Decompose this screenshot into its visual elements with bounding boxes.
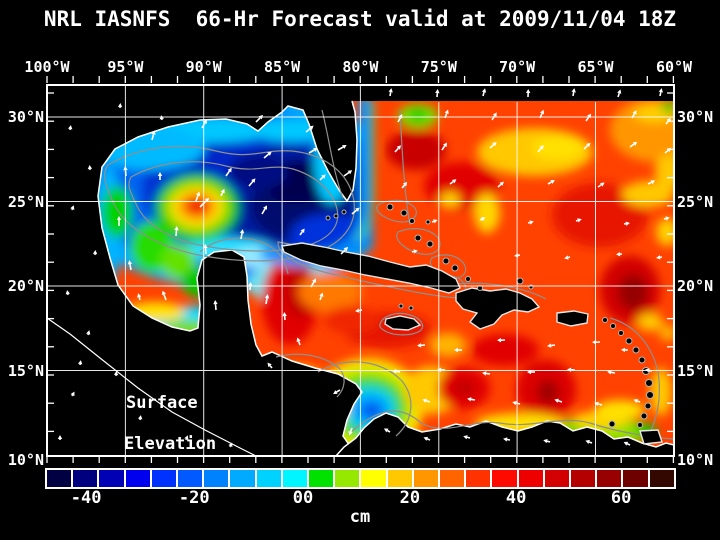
colorbar-segment: [99, 470, 124, 487]
colorbar-segment: [125, 470, 150, 487]
colorbar-segment: [518, 470, 543, 487]
colorbar-segment: [282, 470, 308, 487]
colorbar-segment: [492, 470, 517, 487]
colorbar-segment: [151, 470, 177, 487]
colorbar-segment: [387, 470, 412, 487]
colorbar-segment: [649, 470, 674, 487]
lat-label-right: 10°N: [677, 451, 714, 469]
lat-label-right: 15°N: [677, 361, 714, 380]
lon-label: 75°W: [420, 58, 457, 76]
colorbar-segment: [544, 470, 570, 487]
colorbar-tick-label: -20: [178, 488, 210, 508]
lat-label-right: 20°N: [677, 277, 714, 295]
colorbar-segment: [623, 470, 648, 487]
lat-label-left: 10°N: [7, 451, 44, 469]
colorbar-segment: [73, 470, 98, 487]
lat-label-left: 20°N: [7, 277, 44, 295]
annotation-surface: Surface: [126, 393, 198, 413]
colorbar-segment: [361, 470, 386, 487]
colorbar-segment: [413, 470, 439, 487]
colorbar-segment: [335, 470, 360, 487]
colorbar-tick-label: 00: [292, 488, 314, 508]
lon-label: 60°W: [655, 58, 693, 76]
lon-label: 85°W: [264, 58, 301, 76]
lon-label: 70°W: [499, 58, 536, 76]
islands-layer: [281, 203, 663, 445]
land-layer: [47, 100, 674, 456]
colorbar-segment: [230, 470, 255, 487]
colorbar-tick-label: 40: [505, 488, 527, 508]
lon-label: 90°W: [185, 58, 222, 76]
colorbar-segment: [309, 470, 334, 487]
lon-label: 95°W: [107, 58, 144, 76]
colorbar-segment: [256, 470, 281, 487]
axis-ticks: [46, 76, 675, 463]
colorbar-unit: cm: [349, 507, 371, 527]
annotation-elevation: Elevation: [124, 434, 217, 454]
colorbar-segment: [466, 470, 491, 487]
colorbar: [45, 468, 676, 489]
colorbar-segment: [571, 470, 596, 487]
colorbar-tick-label: 60: [610, 488, 632, 508]
lat-label-left: 30°N: [7, 108, 44, 126]
colorbar-segment: [178, 470, 203, 487]
colorbar-segment: [597, 470, 622, 487]
lat-label-right: 30°N: [677, 108, 714, 126]
map-interior: [47, 85, 674, 456]
lon-label: 100°W: [24, 58, 70, 76]
colorbar-tick-label: -40: [70, 488, 102, 508]
plot-title: NRL IASNFS 66-Hr Forecast valid at 2009/…: [43, 7, 677, 31]
current-arrows: [57, 88, 672, 448]
colorbar-segment: [47, 470, 72, 487]
colorbar-segment: [440, 470, 465, 487]
map-frame: [46, 84, 675, 457]
grid-lines: [47, 86, 674, 456]
lat-label-right: 25°N: [677, 192, 714, 211]
colorbar-segment: [204, 470, 229, 487]
colorbar-tick-label: 20: [399, 488, 421, 508]
lat-label-left: 15°N: [7, 361, 44, 380]
lat-label-left: 25°N: [7, 192, 44, 211]
lon-label: 80°W: [342, 58, 379, 76]
lon-label: 65°W: [577, 58, 614, 76]
